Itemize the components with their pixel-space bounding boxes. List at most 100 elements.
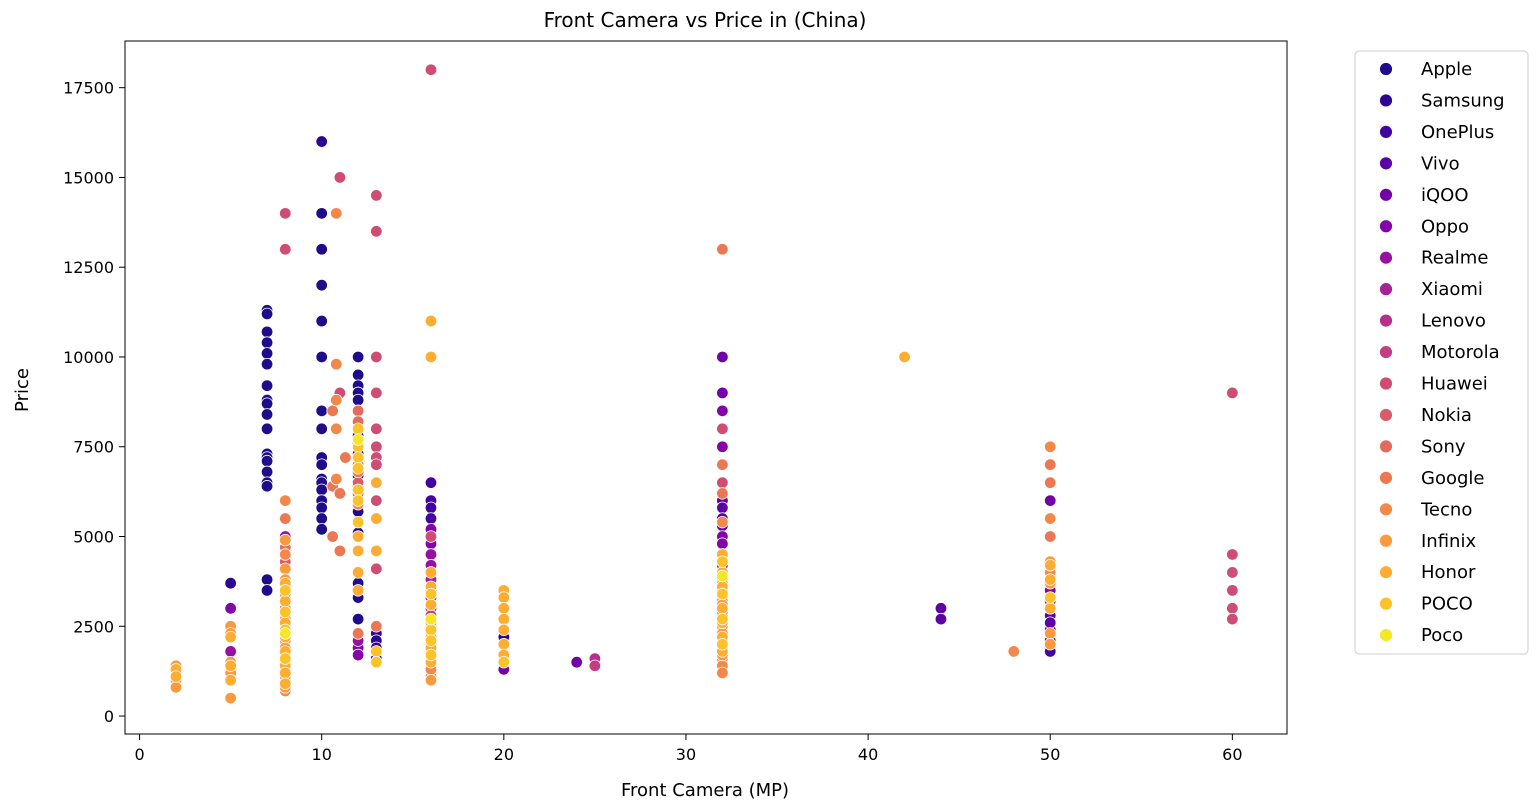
y-axis-ticks: 0 2500 5000 7500 10000 12500 15000 17500 [63, 79, 125, 726]
point-poco [716, 612, 729, 626]
point-huawei [370, 440, 383, 453]
point-poco [351, 515, 365, 529]
point-tecno [279, 548, 292, 561]
point-vivo [934, 612, 948, 626]
point-apple [260, 397, 274, 410]
x-axis-ticks: 0 10 20 30 40 50 60 [134, 734, 1243, 764]
point-honor [370, 544, 383, 558]
point-poco [279, 652, 292, 665]
point-tecno [330, 422, 343, 435]
point-huawei [370, 562, 383, 576]
point-apple [260, 379, 274, 392]
point-apple [260, 357, 274, 371]
point-google [333, 487, 347, 500]
point-apple [351, 368, 365, 382]
x-tick-label: 40 [858, 745, 878, 764]
point-poco [279, 627, 292, 640]
point-honor [224, 673, 237, 687]
point-oneplus [424, 476, 438, 489]
legend-marker [1379, 376, 1393, 391]
y-tick-label: 5000 [73, 528, 114, 547]
point-apple [315, 243, 328, 256]
point-huawei [279, 207, 292, 220]
point-honor [716, 602, 729, 615]
x-tick-label: 20 [494, 745, 514, 764]
point-google [1044, 458, 1057, 471]
point-tecno [716, 666, 729, 680]
point-honor [424, 314, 438, 328]
legend-box [1354, 50, 1529, 655]
point-infinix [279, 533, 292, 547]
point-vivo [934, 602, 948, 615]
point-honor [169, 670, 183, 683]
legend-label: Samsung [1421, 90, 1505, 111]
legend-marker [1379, 156, 1393, 171]
point-apple [260, 336, 274, 349]
point-honor [497, 623, 511, 637]
point-honor [497, 591, 511, 604]
point-honor [497, 612, 511, 626]
point-apple [315, 422, 328, 435]
point-google [716, 458, 729, 471]
point-honor [1044, 573, 1057, 586]
point-iqoo [716, 350, 729, 364]
point-poco [716, 587, 729, 601]
point-apple [351, 350, 365, 364]
point-huawei [370, 422, 383, 435]
point-oneplus [424, 512, 438, 525]
point-honor [497, 602, 511, 615]
point-apple [260, 584, 274, 597]
point-tecno [330, 357, 343, 371]
x-tick-label: 60 [1222, 745, 1242, 764]
point-apple [351, 393, 365, 407]
point-tecno [1044, 512, 1057, 525]
point-oppo [351, 648, 365, 662]
legend-label: Oppo [1421, 216, 1469, 237]
point-poco [351, 494, 365, 507]
point-apple [315, 278, 328, 292]
legend-label: Huawei [1421, 374, 1488, 395]
point-apple [260, 454, 274, 468]
legend-marker [1379, 124, 1393, 139]
scatter-points [169, 63, 1239, 705]
point-google [326, 530, 339, 543]
y-tick-label: 12500 [63, 258, 114, 277]
point-honor [351, 530, 365, 543]
x-tick-label: 30 [676, 745, 696, 764]
point-huawei [1226, 612, 1239, 626]
point-google [339, 451, 352, 464]
legend-label: Xiaomi [1421, 279, 1483, 300]
legend-marker [1379, 282, 1393, 297]
legend-marker [1379, 187, 1393, 202]
point-honor [351, 584, 365, 597]
legend-label: Poco [1421, 625, 1463, 646]
point-apple [315, 404, 328, 418]
point-huawei [1226, 602, 1239, 615]
legend-label: Nokia [1421, 405, 1472, 426]
y-tick-label: 0 [104, 707, 114, 726]
point-tecno [330, 472, 343, 486]
point-tecno [330, 207, 343, 220]
point-google [716, 243, 729, 256]
point-poco [424, 612, 438, 626]
y-tick-label: 7500 [73, 438, 114, 457]
point-vivo [1044, 616, 1057, 629]
point-realme [424, 548, 438, 561]
point-huawei [370, 189, 383, 202]
point-huawei [370, 225, 383, 238]
point-oppo [716, 537, 729, 550]
x-tick-label: 10 [312, 745, 332, 764]
point-apple [315, 512, 328, 525]
point-poco [1044, 591, 1057, 604]
point-google [326, 404, 339, 418]
point-iqoo [570, 655, 583, 669]
point-tecno [716, 515, 729, 529]
point-poco [279, 605, 292, 619]
point-oneplus [424, 501, 438, 514]
point-google [1044, 530, 1057, 543]
point-tecno [330, 393, 343, 407]
x-tick-label: 50 [1040, 745, 1060, 764]
legend-label: Lenovo [1421, 311, 1486, 332]
point-honor [424, 350, 438, 364]
point-poco [351, 483, 365, 497]
